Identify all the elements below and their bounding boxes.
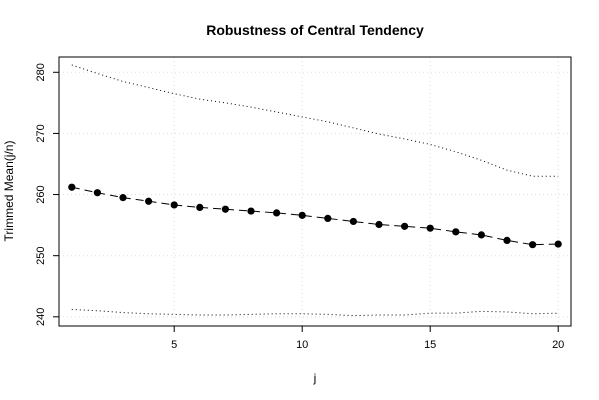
y-tick-label-270: 270	[35, 124, 47, 142]
data-point-mean-9	[273, 209, 281, 217]
data-point-mean-2	[93, 189, 101, 197]
data-point-mean-15	[426, 224, 434, 232]
data-point-mean-4	[145, 197, 153, 205]
y-tick-label-260: 260	[35, 185, 47, 203]
data-point-mean-10	[298, 211, 306, 219]
data-point-mean-19	[529, 241, 537, 249]
plot-frame	[58, 56, 572, 327]
data-point-mean-12	[349, 217, 357, 226]
series-line-lower	[71, 308, 559, 317]
data-point-mean-11	[324, 214, 332, 222]
x-axis-label: j	[313, 371, 317, 385]
data-point-mean-5	[170, 201, 178, 209]
data-point-mean-17	[477, 231, 485, 239]
x-tick-label-20: 20	[552, 339, 564, 351]
x-tick-label-5: 5	[171, 339, 177, 351]
x-tick-label-10: 10	[296, 339, 308, 351]
y-tick-label-280: 280	[35, 63, 47, 81]
y-tick-label-240: 240	[35, 308, 47, 326]
data-point-mean-13	[375, 220, 383, 229]
data-point-mean-18	[503, 236, 511, 245]
series-group	[68, 64, 562, 317]
data-point-mean-7	[221, 205, 229, 213]
y-axis-label: Trimmed Mean(j/n)	[2, 141, 16, 242]
series-line-upper	[71, 64, 559, 177]
data-point-mean-1	[68, 183, 76, 191]
series-line-mean	[71, 186, 559, 246]
data-point-mean-14	[401, 222, 409, 230]
x-axis: 5 10 15 20	[171, 326, 564, 351]
y-axis: 240 250 260 270 280	[35, 63, 59, 326]
chart-title: Robustness of Central Tendency	[206, 22, 424, 38]
x-tick-label-15: 15	[424, 339, 436, 351]
grid	[59, 57, 571, 326]
data-point-mean-3	[119, 194, 127, 202]
data-point-mean-8	[247, 207, 255, 215]
data-point-mean-16	[452, 228, 460, 236]
data-point-mean-20	[554, 240, 562, 248]
y-tick-label-250: 250	[35, 247, 47, 265]
data-point-mean-6	[196, 203, 204, 211]
